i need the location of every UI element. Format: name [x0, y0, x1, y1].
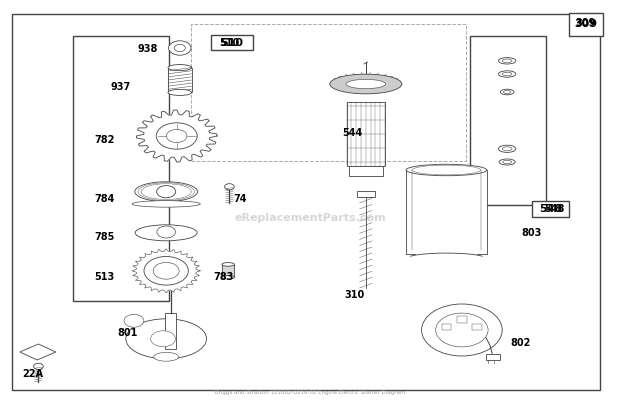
Text: 785: 785: [94, 232, 114, 242]
Bar: [532, 201, 569, 217]
Text: 803: 803: [522, 228, 542, 238]
Circle shape: [153, 262, 179, 279]
Text: 510: 510: [220, 38, 244, 48]
Ellipse shape: [502, 72, 512, 76]
Ellipse shape: [132, 201, 200, 207]
Ellipse shape: [126, 319, 206, 359]
Ellipse shape: [168, 64, 192, 71]
Ellipse shape: [154, 352, 179, 361]
Ellipse shape: [135, 225, 197, 241]
Ellipse shape: [346, 79, 386, 89]
Ellipse shape: [498, 58, 516, 64]
Bar: [347, 102, 385, 166]
Bar: [441, 324, 451, 330]
Text: 938: 938: [138, 44, 157, 54]
Text: 544: 544: [342, 128, 362, 138]
Text: 937: 937: [111, 82, 131, 92]
Circle shape: [166, 129, 187, 143]
Circle shape: [436, 313, 488, 347]
Polygon shape: [20, 344, 56, 360]
Circle shape: [124, 314, 144, 327]
Text: eReplacementParts.com: eReplacementParts.com: [234, 213, 386, 223]
Text: 782: 782: [94, 135, 114, 145]
Ellipse shape: [498, 145, 516, 152]
Bar: [211, 35, 253, 50]
Ellipse shape: [503, 90, 511, 94]
Ellipse shape: [500, 89, 514, 95]
Ellipse shape: [412, 165, 480, 175]
Circle shape: [174, 44, 185, 52]
Circle shape: [157, 186, 175, 198]
Ellipse shape: [222, 262, 234, 266]
Bar: [165, 313, 176, 349]
Ellipse shape: [499, 159, 515, 165]
Ellipse shape: [503, 160, 512, 164]
Bar: [486, 354, 500, 360]
Text: 548: 548: [539, 204, 562, 214]
Ellipse shape: [330, 74, 402, 94]
Bar: [191, 24, 466, 161]
Circle shape: [169, 41, 191, 55]
Circle shape: [144, 256, 188, 285]
Bar: [457, 316, 467, 323]
Circle shape: [157, 226, 175, 238]
Ellipse shape: [502, 59, 512, 62]
Ellipse shape: [168, 89, 192, 96]
Circle shape: [224, 184, 234, 190]
Text: 22A: 22A: [22, 369, 43, 379]
Text: 510: 510: [219, 38, 239, 48]
Text: 74: 74: [234, 194, 247, 204]
Bar: [73, 36, 169, 301]
Text: 801: 801: [117, 328, 137, 338]
Text: 784: 784: [94, 194, 114, 204]
Text: 309: 309: [574, 19, 598, 29]
Text: 309: 309: [576, 18, 596, 28]
Ellipse shape: [222, 275, 234, 279]
Circle shape: [151, 331, 175, 347]
Circle shape: [33, 363, 43, 370]
Text: 783: 783: [213, 272, 233, 282]
Ellipse shape: [406, 164, 487, 176]
Bar: [569, 13, 603, 36]
Circle shape: [156, 123, 197, 149]
Bar: [356, 191, 375, 197]
Bar: [470, 36, 546, 205]
Ellipse shape: [135, 182, 198, 202]
Bar: [222, 264, 234, 277]
Polygon shape: [136, 110, 217, 162]
Text: 802: 802: [511, 338, 531, 348]
Ellipse shape: [502, 147, 512, 151]
Text: 548: 548: [545, 204, 565, 214]
Ellipse shape: [498, 71, 516, 77]
Polygon shape: [406, 170, 487, 254]
Circle shape: [422, 304, 502, 356]
Bar: [472, 324, 482, 330]
Text: 513: 513: [94, 272, 114, 282]
Bar: [168, 68, 192, 92]
Text: Briggs and Stratton 121802-0216-02 Engine Electric Starter Diagram: Briggs and Stratton 121802-0216-02 Engin…: [215, 390, 405, 395]
Bar: [348, 166, 383, 176]
Text: 310: 310: [345, 290, 365, 300]
Polygon shape: [132, 249, 200, 293]
